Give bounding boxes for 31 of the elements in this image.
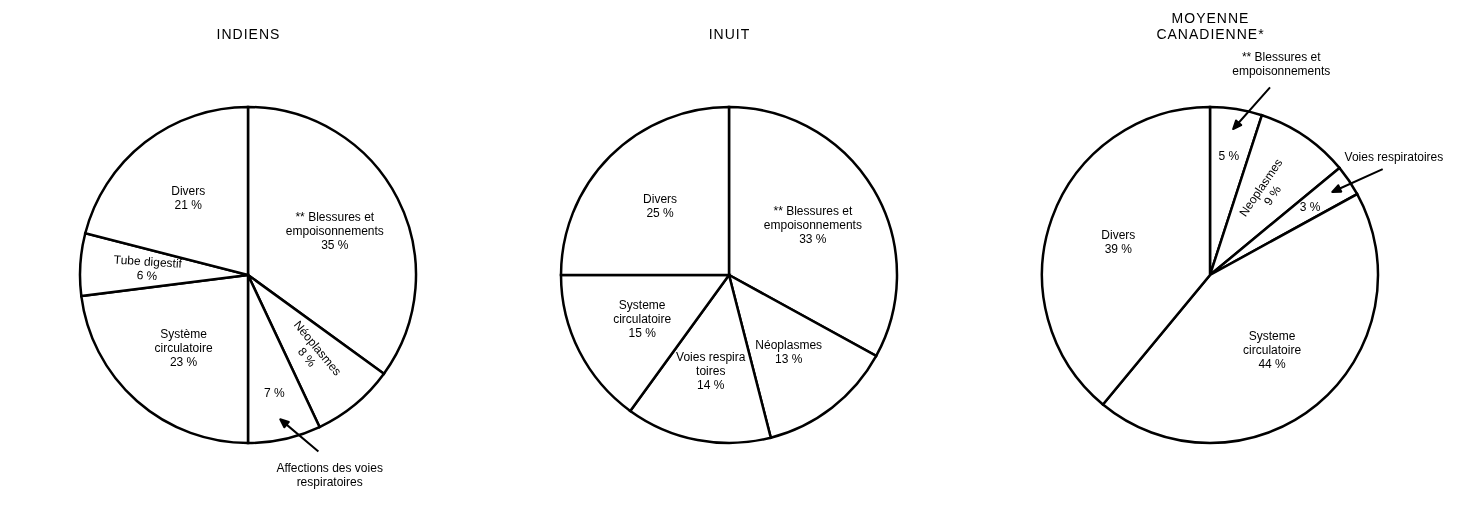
data-label: 25 % <box>646 206 675 221</box>
slice-label: Néoplasmes <box>755 337 823 352</box>
slice-label: Divers <box>171 184 206 199</box>
chart-title: INDIENS <box>216 25 281 42</box>
data-label: 7 % <box>264 386 286 401</box>
chart-title: INUIT <box>708 25 751 42</box>
slice-label: ** Blessures et empoisonnements <box>285 209 384 238</box>
data-label: 6 % <box>136 268 159 284</box>
slice-label: Tube digestif <box>113 252 183 271</box>
data-label: 21 % <box>174 198 203 213</box>
data-label: 15 % <box>628 326 657 341</box>
data-label: 23 % <box>169 355 198 370</box>
slice-label: Divers <box>1101 227 1136 242</box>
data-label: 35 % <box>321 237 349 252</box>
chart-title: MOYENNE CANADIENNE* <box>1155 9 1266 42</box>
slice-label: Systeme circulatoire <box>613 298 672 327</box>
slice-label: ** Blessures et empoisonnements <box>1232 50 1331 79</box>
slice-label: Systeme circulatoire <box>1243 329 1302 358</box>
slice-label: Voies respira toires <box>676 349 746 378</box>
slice-label: Voies respiratoires <box>1344 149 1444 164</box>
slice-label: ** Blessures et empoisonnements <box>763 204 862 233</box>
data-label: 39 % <box>1104 241 1133 256</box>
slice-label: Divers <box>643 192 678 207</box>
data-label: 44 % <box>1258 357 1287 372</box>
data-label: 5 % <box>1218 148 1240 163</box>
data-label: 3 % <box>1299 200 1321 215</box>
data-label: 13 % <box>775 351 803 366</box>
data-label: 33 % <box>799 232 827 247</box>
data-label: 14 % <box>697 377 725 392</box>
slice-label: Affections des voies respiratoires <box>276 461 383 490</box>
slice-label: Système circulatoire <box>154 327 213 356</box>
